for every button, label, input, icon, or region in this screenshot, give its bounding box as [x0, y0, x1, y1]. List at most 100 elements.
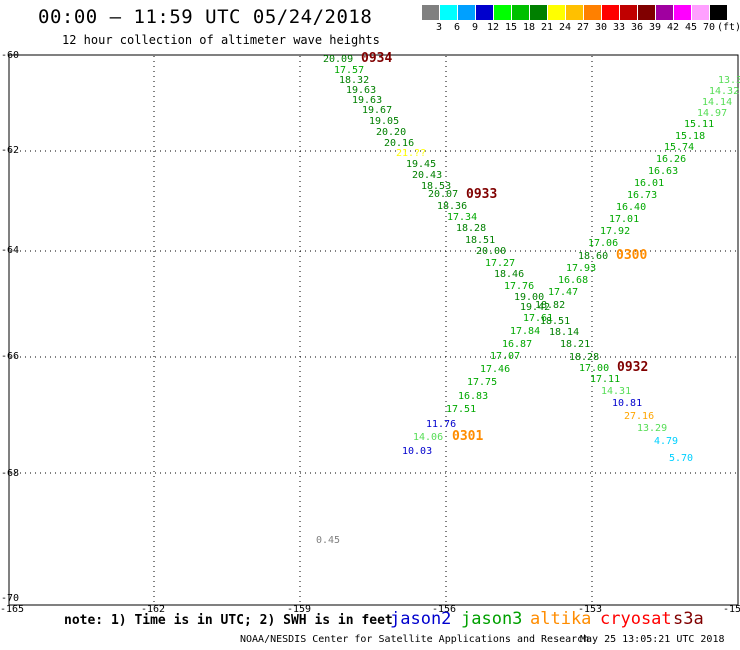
wave-height-reading: 5.70: [669, 453, 694, 464]
legend-label: 24: [558, 22, 572, 33]
wave-height-reading: 16.63: [648, 166, 679, 177]
wave-height-reading: 15.11: [684, 119, 715, 130]
legend-swatch: [548, 5, 565, 20]
wave-height-reading: 20.43: [412, 170, 443, 181]
legend-label: 18: [522, 22, 536, 33]
legend-swatch: [494, 5, 511, 20]
legend-swatch: [674, 5, 691, 20]
legend-label: 39: [648, 22, 662, 33]
latitude-label: -62: [1, 145, 20, 156]
wave-height-reading: 16.87: [502, 339, 533, 350]
legend-swatch: [638, 5, 655, 20]
wave-height-reading: 18.36: [437, 201, 468, 212]
legend-label: 70: [702, 22, 716, 33]
latitude-label: -64: [1, 245, 20, 256]
wave-height-reading: 16.73: [627, 190, 658, 201]
legend-swatch: [440, 5, 457, 20]
legend-swatch: [692, 5, 709, 20]
wave-height-reading: 19.45: [406, 159, 437, 170]
wave-height-reading: 18.60: [578, 251, 609, 262]
legend-unit: (ft): [716, 22, 740, 33]
pass-time-label: 0933: [466, 187, 498, 202]
wave-height-reading: 19.63: [346, 85, 377, 96]
satellite-name: s3a: [673, 609, 704, 629]
legend-label: 15: [504, 22, 518, 33]
legend-swatch: [710, 5, 727, 20]
wave-height-reading: 15.74: [664, 142, 695, 153]
wave-height-reading: 17.75: [467, 377, 498, 388]
wave-height-reading: 20.20: [376, 127, 407, 138]
legend-swatch: [512, 5, 529, 20]
wave-height-reading: 17.93: [566, 263, 597, 274]
legend-label: 12: [486, 22, 500, 33]
satellite-name: altika: [530, 609, 592, 629]
legend-label: 42: [666, 22, 680, 33]
pass-time-label: 0934: [361, 51, 393, 66]
legend-swatch: [620, 5, 637, 20]
legend-swatch: [458, 5, 475, 20]
wave-height-reading: 15.18: [675, 131, 706, 142]
wave-height-reading: 17.11: [590, 374, 621, 385]
wave-height-reading: 17.57: [334, 65, 365, 76]
wave-height-reading: 20.07: [428, 189, 459, 200]
wave-height-reading: 10.81: [612, 398, 643, 409]
legend-swatch: [566, 5, 583, 20]
wave-height-reading: 18.82: [535, 300, 566, 311]
legend-swatch: [422, 5, 439, 20]
legend-swatch: [656, 5, 673, 20]
wave-height-reading: 20.09: [323, 54, 354, 65]
wave-height-reading: 18.21: [560, 339, 591, 350]
wave-height-reading: 17.84: [510, 326, 541, 337]
legend-label: 30: [594, 22, 608, 33]
wave-height-reading: 18.32: [339, 75, 370, 86]
legend-label: 3: [435, 22, 443, 33]
legend-label: 36: [630, 22, 644, 33]
wave-height-reading: 18.51: [540, 316, 571, 327]
wave-height-reading: 16.68: [558, 275, 589, 286]
footer-timestamp: May 25 13:05:21 UTC 2018: [580, 634, 725, 645]
wave-height-reading: 18.28: [456, 223, 487, 234]
wave-height-reading: 10.03: [402, 446, 433, 457]
wave-height-reading: 19.67: [362, 105, 393, 116]
longitude-label: -162: [141, 604, 166, 615]
wave-height-reading: 19.05: [369, 116, 400, 127]
wave-height-reading: 13.3: [718, 75, 740, 86]
wave-height-reading: 19.63: [352, 95, 383, 106]
legend-swatch: [530, 5, 547, 20]
wave-height-reading: 4.79: [654, 436, 679, 447]
longitude-label: -159: [287, 604, 312, 615]
legend-label: 6: [453, 22, 461, 33]
legend-swatch: [602, 5, 619, 20]
satellite-name: cryosat: [600, 609, 672, 629]
longitude-label: -165: [0, 604, 25, 615]
legend-label: 21: [540, 22, 554, 33]
wave-height-reading: 17.07: [490, 351, 521, 362]
legend-label: 27: [576, 22, 590, 33]
wave-height-reading: 16.26: [656, 154, 687, 165]
legend-swatch: [476, 5, 493, 20]
wave-height-reading: 16.83: [458, 391, 489, 402]
wave-height-reading: 18.14: [549, 327, 580, 338]
wave-height-reading: 18.46: [494, 269, 525, 280]
wave-height-reading: 14.31: [601, 386, 632, 397]
wave-height-reading: 16.01: [634, 178, 665, 189]
satellite-name: jason2: [390, 609, 452, 629]
gridlines: [10, 56, 737, 604]
wave-height-reading: 17.46: [480, 364, 511, 375]
pass-time-label: 0300: [616, 248, 648, 263]
wave-height-reading: 27.16: [624, 411, 655, 422]
footer-note: note: 1) Time is in UTC; 2) SWH is in fe…: [64, 613, 393, 628]
wave-height-reading: 17.06: [588, 238, 619, 249]
latitude-label: -60: [1, 50, 20, 61]
legend-swatch: [584, 5, 601, 20]
wave-height-reading: 11.76: [426, 419, 457, 430]
latitude-label: -70: [1, 593, 20, 604]
wave-height-reading: 17.92: [600, 226, 631, 237]
footer-credit: NOAA/NESDIS Center for Satellite Applica…: [240, 634, 590, 645]
wave-height-reading: 17.47: [548, 287, 579, 298]
wave-height-reading: 17.34: [447, 212, 478, 223]
wave-height-reading: 16.40: [616, 202, 647, 213]
wave-height-reading: 17.61: [523, 313, 554, 324]
wave-height-reading: 17.01: [609, 214, 640, 225]
latitude-label: -68: [1, 468, 20, 479]
